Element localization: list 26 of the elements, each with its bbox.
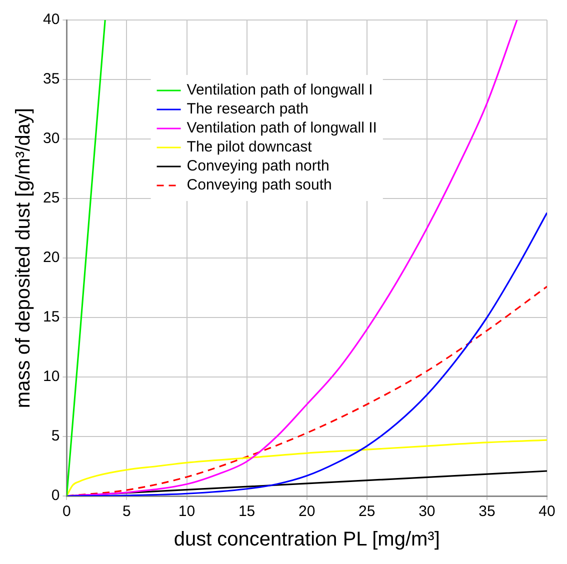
y-tick-label: 25: [42, 190, 60, 207]
x-tick-label: 15: [238, 503, 256, 520]
legend-label: Conveying path north: [186, 158, 330, 175]
x-axis-title: dust concentration PL [mg/m³]: [174, 528, 440, 551]
y-tick-label: 15: [42, 308, 60, 326]
legend-label: Ventilation path of longwall I: [186, 82, 373, 99]
x-tick-label: 30: [418, 503, 436, 520]
y-tick-label: 5: [51, 428, 60, 445]
x-tick-label: 35: [478, 503, 496, 520]
x-tick-label: 40: [538, 503, 556, 520]
legend-label: The research path: [186, 100, 309, 118]
x-tick-label: 25: [358, 503, 376, 520]
y-tick-label: 20: [42, 249, 60, 266]
y-tick-label: 0: [51, 487, 60, 504]
y-axis-title: mass of deposited dust [g/m³/day]: [12, 108, 35, 408]
x-tick-label: 0: [62, 503, 71, 520]
y-tick-label: 30: [42, 130, 60, 148]
y-tick-label: 10: [42, 368, 60, 386]
y-tick-label: 40: [42, 11, 60, 28]
x-tick-label: 10: [178, 503, 196, 520]
legend-label: The pilot downcast: [186, 138, 313, 156]
legend-label: Conveying path south: [186, 176, 332, 194]
x-tick-label: 5: [122, 503, 131, 520]
y-tick-label: 35: [42, 70, 60, 88]
legend-label: Ventilation path of longwall II: [186, 120, 377, 137]
x-tick-label: 20: [298, 503, 316, 520]
